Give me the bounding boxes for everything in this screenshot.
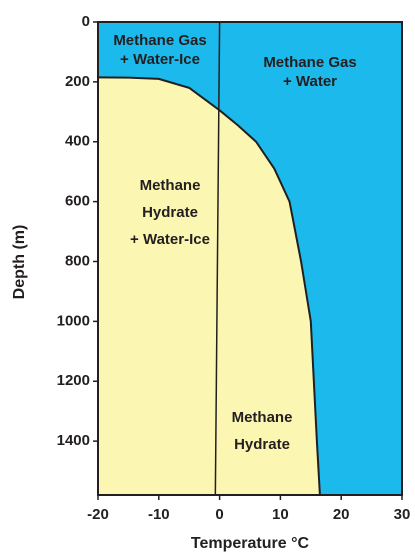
hydrate-region — [98, 77, 320, 496]
region-label: Hydrate — [234, 436, 290, 453]
x-tick-label: -20 — [87, 506, 109, 523]
region-label: Hydrate — [142, 204, 198, 221]
region-label: Methane Gas — [113, 32, 206, 49]
y-tick-label: 1000 — [57, 312, 90, 329]
x-tick-label: 20 — [333, 506, 350, 523]
y-tick-label: 0 — [82, 13, 90, 30]
y-tick-label: 400 — [65, 133, 90, 150]
phase-boundary — [97, 76, 321, 496]
region-label: + Water-Ice — [130, 231, 210, 248]
x-tick-label: 0 — [215, 506, 223, 523]
region-label: + Water-Ice — [120, 51, 200, 68]
y-tick-label: 800 — [65, 252, 90, 269]
y-tick-label: 1200 — [57, 372, 90, 389]
y-tick-label: 600 — [65, 193, 90, 210]
x-tick-label: 30 — [394, 506, 411, 523]
plot-frame — [97, 21, 403, 496]
y-tick-label: 200 — [65, 73, 90, 90]
x-tick-label: -10 — [148, 506, 170, 523]
phase-boundary — [214, 21, 221, 496]
region-label: + Water — [283, 73, 337, 90]
region-label: Methane — [140, 177, 201, 194]
y-axis-label: Depth (m) — [11, 225, 28, 300]
region-label: Methane Gas — [263, 54, 356, 71]
x-axis-label: Temperature °C — [191, 535, 310, 552]
region-label: Methane — [232, 409, 293, 426]
x-tick-label: 10 — [272, 506, 289, 523]
y-tick-label: 1400 — [57, 432, 90, 449]
